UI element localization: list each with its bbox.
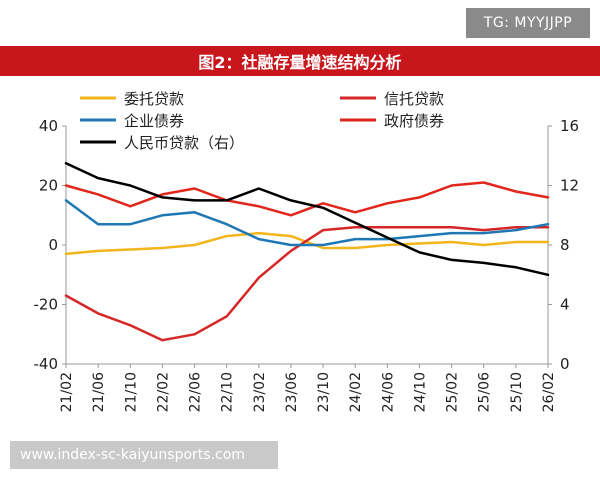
series-line-0 xyxy=(64,231,550,256)
legend-label-1: 信托贷款 xyxy=(384,90,444,108)
line-chart: -40 -20 0 20 40 0 4 8 12 16 21/02 21/06 21/10 22/02 22… xyxy=(34,90,580,412)
chart-title: 图2：社融存量增速结构分析 xyxy=(0,46,600,76)
legend-label-4: 人民币贷款（右） xyxy=(124,134,244,152)
series-line-1 xyxy=(64,225,550,342)
x-tick-label: 24/10 xyxy=(412,372,428,412)
x-tick-label: 25/10 xyxy=(509,372,525,412)
x-tick-label: 21/06 xyxy=(91,372,107,412)
x-tick-label: 22/02 xyxy=(155,372,171,412)
right-tick-label: 4 xyxy=(560,296,570,314)
x-tick-label: 23/10 xyxy=(316,372,332,412)
x-tick-label: 23/02 xyxy=(252,372,268,412)
left-tick-label: 0 xyxy=(48,236,58,254)
left-tick-label: -20 xyxy=(34,296,59,314)
series-line-2 xyxy=(64,199,550,247)
right-tick-label: 16 xyxy=(560,117,579,135)
series-line-4 xyxy=(64,161,550,277)
x-tick-label: 25/02 xyxy=(445,372,461,412)
right-tick-label: 12 xyxy=(560,177,579,195)
legend-label-0: 委托贷款 xyxy=(124,90,184,108)
legend-label-3: 政府债券 xyxy=(384,112,444,130)
left-tick-label: 40 xyxy=(39,117,58,135)
x-tick-label: 22/10 xyxy=(220,372,236,412)
left-tick-label: -40 xyxy=(34,355,59,373)
right-tick-label: 8 xyxy=(560,236,570,254)
series-lines xyxy=(64,161,550,342)
legend-label-2: 企业债券 xyxy=(124,112,184,130)
x-tick-label: 25/06 xyxy=(477,372,493,412)
x-tick-label: 26/02 xyxy=(541,372,557,412)
x-tick-label: 24/06 xyxy=(380,372,396,412)
x-tick-label: 21/10 xyxy=(123,372,139,412)
website-watermark: www.index-sc-kaiyunsports.com xyxy=(10,441,278,469)
x-tick-label: 22/06 xyxy=(188,372,204,412)
x-tick-label: 24/02 xyxy=(348,372,364,412)
x-tick-label: 21/02 xyxy=(59,372,75,412)
channel-tag: TG: MYYJJPP xyxy=(466,8,590,38)
left-tick-label: 20 xyxy=(39,177,58,195)
series-line-3 xyxy=(64,181,550,217)
axes: -40 -20 0 20 40 0 4 8 12 16 21/02 21/06 21/10 22/02 22… xyxy=(34,117,580,412)
x-tick-label: 23/06 xyxy=(284,372,300,412)
right-tick-label: 0 xyxy=(560,355,570,373)
